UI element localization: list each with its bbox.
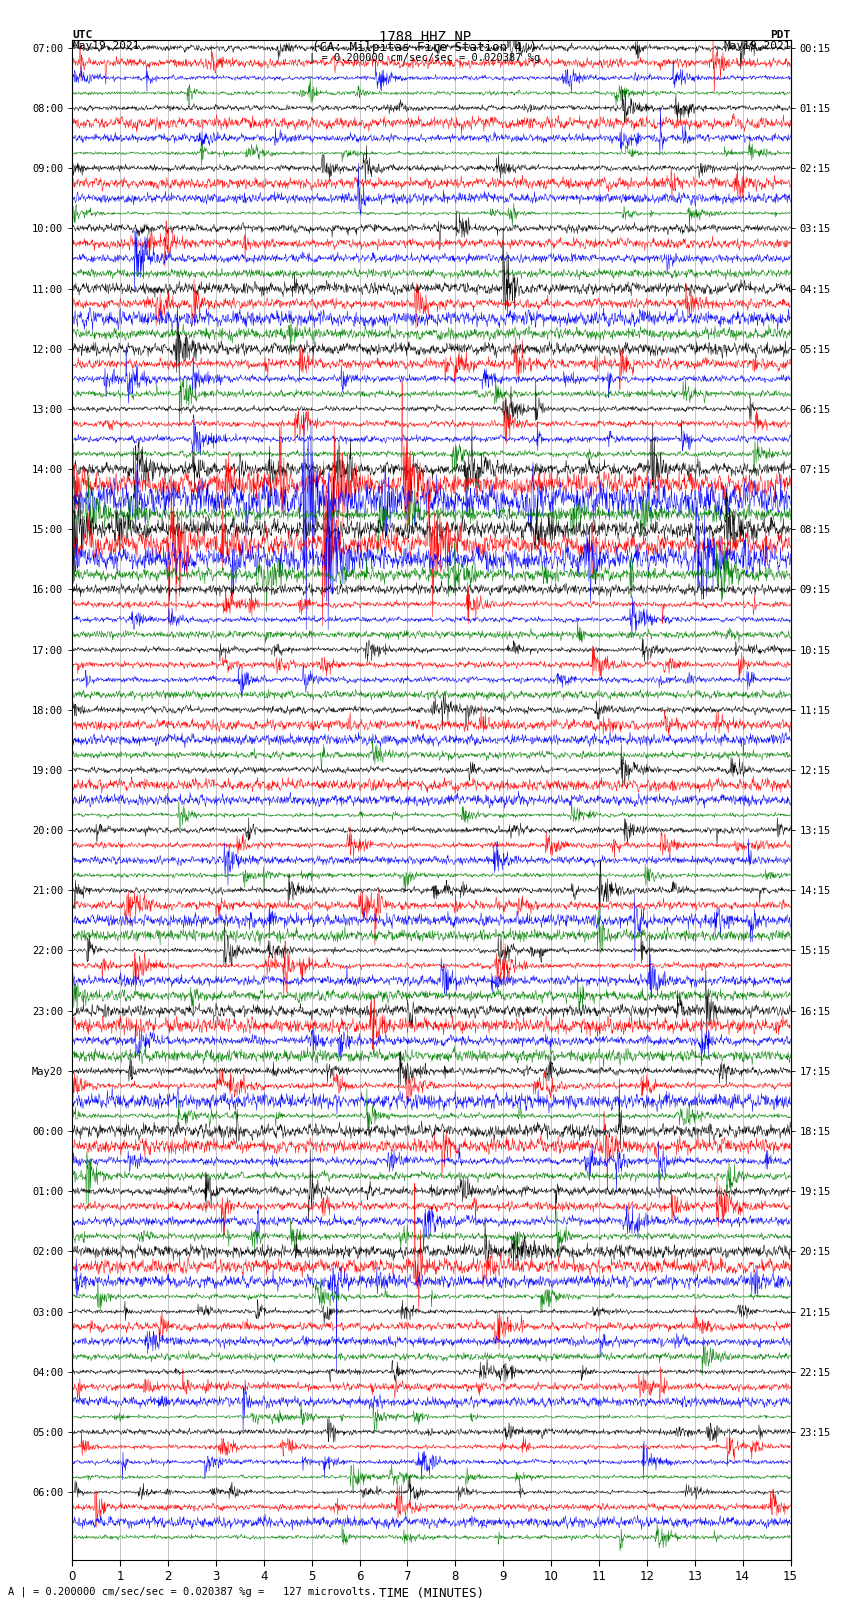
- X-axis label: TIME (MINUTES): TIME (MINUTES): [379, 1587, 484, 1600]
- Text: PDT: PDT: [770, 31, 790, 40]
- Text: A | = 0.200000 cm/sec/sec = 0.020387 %g =   127 microvolts.: A | = 0.200000 cm/sec/sec = 0.020387 %g …: [8, 1586, 377, 1597]
- Text: May19,2021: May19,2021: [72, 40, 139, 52]
- Text: 1788 HHZ NP: 1788 HHZ NP: [379, 31, 471, 44]
- Text: (CA: Milpitas Fire Station 4 ): (CA: Milpitas Fire Station 4 ): [313, 40, 537, 55]
- Text: | = 0.200000 cm/sec/sec = 0.020387 %g: | = 0.200000 cm/sec/sec = 0.020387 %g: [309, 52, 541, 63]
- Text: UTC: UTC: [72, 31, 93, 40]
- Text: May19,2021: May19,2021: [723, 40, 791, 52]
